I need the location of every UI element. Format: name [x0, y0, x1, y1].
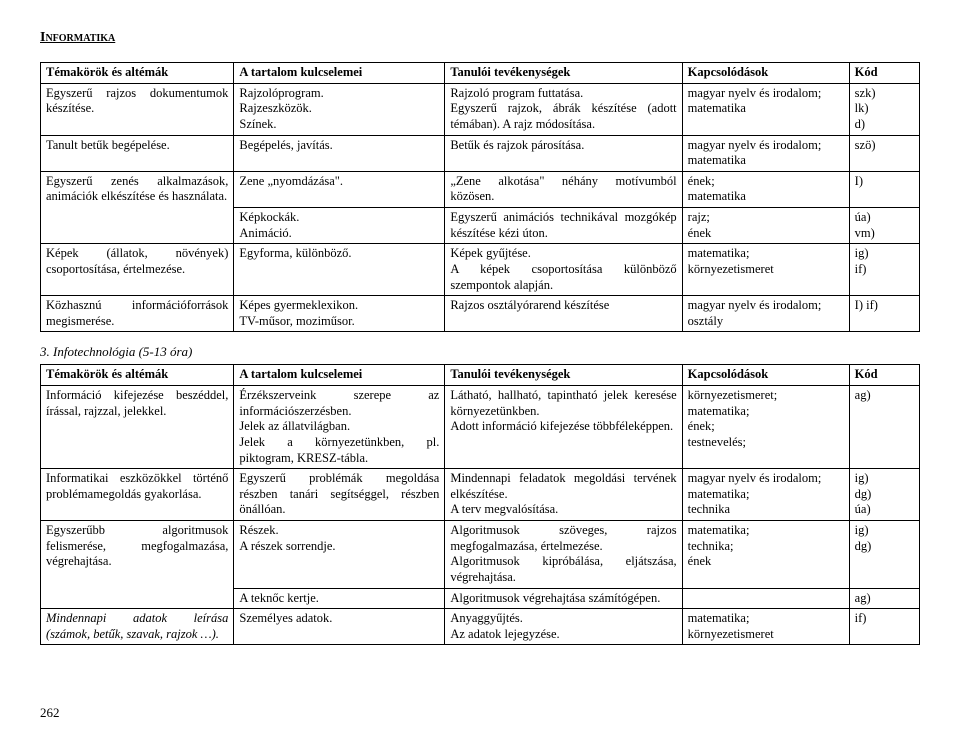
cell-links: matematika;környezetismeret [682, 609, 849, 645]
cell-content: Személyes adatok. [234, 609, 445, 645]
cell-links: rajz;ének [682, 208, 849, 244]
cell-content: Rajzolóprogram.Rajzeszközök.Színek. [234, 83, 445, 135]
th-content: A tartalom kulcselemei [234, 63, 445, 84]
page-title: Informatika [40, 30, 920, 46]
table-1: Témakörök és altémák A tartalom kulcsele… [40, 62, 920, 332]
th-links: Kapcsolódások [682, 365, 849, 386]
cell-activity: Látható, hallható, tapintható jelek kere… [445, 386, 682, 469]
table-row: Egyszerűbb algoritmusok felismerése, meg… [41, 521, 920, 589]
cell-activity: Anyaggyűjtés.Az adatok lejegyzése. [445, 609, 682, 645]
page-number: 262 [40, 705, 920, 721]
table-row: Informatikai eszközökkel történő problém… [41, 469, 920, 521]
cell-topic: Informatikai eszközökkel történő problém… [41, 469, 234, 521]
cell-content: Képes gyermeklexikon.TV-műsor, moziműsor… [234, 296, 445, 332]
cell-topic: Képek (állatok, növények) csoportosítása… [41, 244, 234, 296]
table-header-row: Témakörök és altémák A tartalom kulcsele… [41, 63, 920, 84]
table-header-row: Témakörök és altémák A tartalom kulcsele… [41, 365, 920, 386]
cell-activity: Egyszerű animációs technikával mozgókép … [445, 208, 682, 244]
section-title: 3. Infotechnológia (5-13 óra) [40, 344, 920, 360]
th-activity: Tanulói tevékenységek [445, 365, 682, 386]
cell-code: ag) [849, 386, 919, 469]
cell-activity: Képek gyűjtése.A képek csoportosítása kü… [445, 244, 682, 296]
cell-activity: Algoritmusok szöveges, rajzos megfogalma… [445, 521, 682, 589]
cell-code: ig)dg) [849, 521, 919, 589]
cell-links: matematika;környezetismeret [682, 244, 849, 296]
cell-links: magyar nyelv és irodalom; matematika [682, 83, 849, 135]
cell-code: úa)vm) [849, 208, 919, 244]
th-content: A tartalom kulcselemei [234, 365, 445, 386]
cell-links: ének;matematika [682, 171, 849, 207]
cell-code: ig)if) [849, 244, 919, 296]
table-row: Tanult betűk begépelése. Begépelés, javí… [41, 135, 920, 171]
cell-code: szö) [849, 135, 919, 171]
cell-activity: Mindennapi feladatok megoldási tervének … [445, 469, 682, 521]
th-links: Kapcsolódások [682, 63, 849, 84]
table-row: Közhasznú információforrások megismerése… [41, 296, 920, 332]
cell-activity: Algoritmusok végrehajtása számítógépen. [445, 588, 682, 609]
table-row: Információ kifejezése beszéddel, írással… [41, 386, 920, 469]
cell-activity: Rajzos osztályórarend készítése [445, 296, 682, 332]
th-activity: Tanulói tevékenységek [445, 63, 682, 84]
cell-code: ig)dg)úa) [849, 469, 919, 521]
cell-content: Egyforma, különböző. [234, 244, 445, 296]
table-row: Egyszerű rajzos dokumentumok készítése. … [41, 83, 920, 135]
cell-links: matematika;technika;ének [682, 521, 849, 589]
th-topic: Témakörök és altémák [41, 63, 234, 84]
cell-content: Begépelés, javítás. [234, 135, 445, 171]
cell-content: Részek.A részek sorrendje. [234, 521, 445, 589]
table-row: Mindennapi adatok leírása (számok, betűk… [41, 609, 920, 645]
cell-activity: Rajzoló program futtatása.Egyszerű rajzo… [445, 83, 682, 135]
cell-links [682, 588, 849, 609]
th-code: Kód [849, 63, 919, 84]
cell-code: if) [849, 609, 919, 645]
cell-content: Képkockák.Animáció. [234, 208, 445, 244]
cell-topic: Információ kifejezése beszéddel, írással… [41, 386, 234, 469]
table-row: Képek (állatok, növények) csoportosítása… [41, 244, 920, 296]
cell-links: magyar nyelv és irodalom; matematika;tec… [682, 469, 849, 521]
cell-activity: „Zene alkotása" néhány motívumból közöse… [445, 171, 682, 207]
cell-topic: Mindennapi adatok leírása (számok, betűk… [41, 609, 234, 645]
cell-content: Zene „nyomdázása". [234, 171, 445, 207]
table-2: Témakörök és altémák A tartalom kulcsele… [40, 364, 920, 645]
cell-links: környezetismeret;matematika;ének;testnev… [682, 386, 849, 469]
th-topic: Témakörök és altémák [41, 365, 234, 386]
cell-topic: Közhasznú információforrások megismerése… [41, 296, 234, 332]
cell-content: Egyszerű problémák megoldása részben tan… [234, 469, 445, 521]
cell-topic: Egyszerűbb algoritmusok felismerése, meg… [41, 521, 234, 609]
cell-code: ag) [849, 588, 919, 609]
table-row: Egyszerű zenés alkalmazások, animációk e… [41, 171, 920, 207]
cell-activity: Betűk és rajzok párosítása. [445, 135, 682, 171]
cell-topic: Egyszerű zenés alkalmazások, animációk e… [41, 171, 234, 244]
cell-topic: Tanult betűk begépelése. [41, 135, 234, 171]
th-code: Kód [849, 365, 919, 386]
cell-code: I) if) [849, 296, 919, 332]
cell-topic: Egyszerű rajzos dokumentumok készítése. [41, 83, 234, 135]
cell-content: Érzékszerveink szerepe az információszer… [234, 386, 445, 469]
cell-code: szk)lk)d) [849, 83, 919, 135]
cell-content: A teknőc kertje. [234, 588, 445, 609]
cell-links: magyar nyelv és irodalom; matematika [682, 135, 849, 171]
cell-code: I) [849, 171, 919, 207]
cell-links: magyar nyelv és irodalom; osztály [682, 296, 849, 332]
